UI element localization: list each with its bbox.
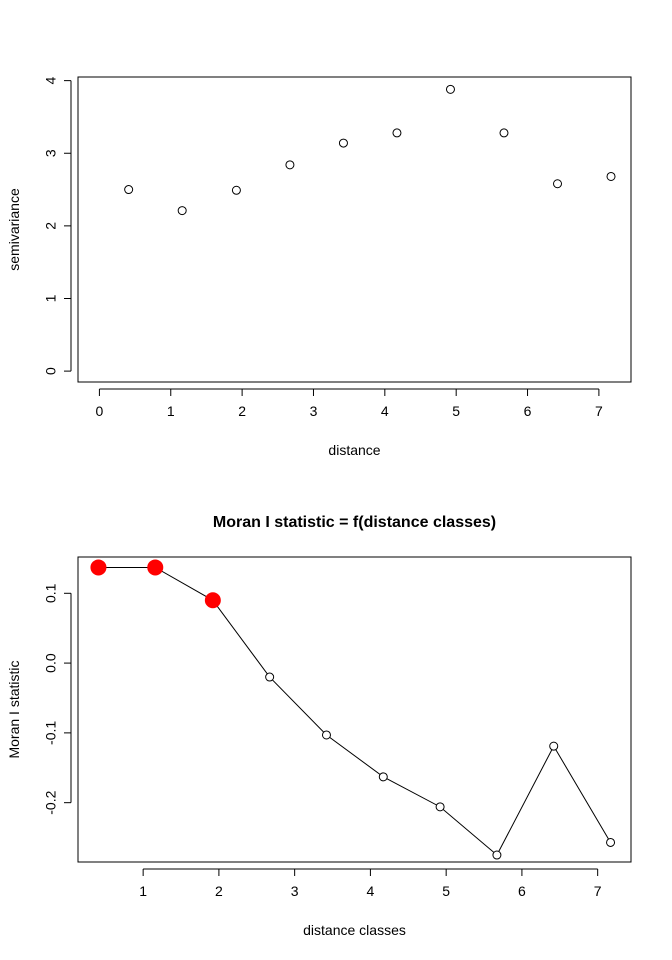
- data-point: [392, 128, 402, 138]
- plot-frame: [77, 556, 632, 863]
- x-tick-label: 6: [524, 403, 532, 419]
- data-points: [124, 84, 616, 216]
- data-point: [499, 128, 509, 138]
- x-tick-label: 1: [139, 883, 147, 899]
- y-tick-label: 2: [43, 222, 59, 230]
- data-point: [338, 138, 348, 148]
- chart-title: Moran I statistic = f(distance classes): [213, 514, 496, 531]
- x-tick-label: 3: [310, 403, 318, 419]
- data-point: [553, 179, 563, 189]
- significant-point: [147, 559, 164, 576]
- series-line: [98, 566, 611, 856]
- data-point: [231, 185, 241, 195]
- x-tick-label: 5: [442, 883, 450, 899]
- data-point: [285, 160, 295, 170]
- y-axis-label: semivariance: [6, 188, 22, 271]
- moran-series-line: [98, 566, 611, 856]
- y-tick-label: 0: [43, 367, 59, 375]
- y-tick-label: 1: [43, 294, 59, 302]
- x-tick-label: 4: [367, 883, 375, 899]
- x-tick-label: 1: [167, 403, 175, 419]
- x-tick-label: 5: [452, 403, 460, 419]
- x-tick-label: 6: [518, 883, 526, 899]
- data-points: [90, 559, 616, 860]
- y-tick-label: 3: [43, 149, 59, 157]
- data-point: [177, 206, 187, 216]
- y-tick-label: 4: [43, 77, 59, 85]
- data-point: [492, 850, 502, 860]
- plot-frame: [77, 76, 632, 383]
- data-point: [445, 84, 455, 94]
- x-axis: 1 2 3 4 5 6 7: [139, 868, 602, 899]
- x-axis: 0 1 2 3 4 5 6 7: [96, 388, 603, 419]
- y-tick-label: 0.0: [43, 653, 59, 673]
- x-tick-label: 7: [595, 403, 603, 419]
- data-point: [124, 185, 134, 195]
- data-point: [378, 772, 388, 782]
- x-tick-label: 0: [96, 403, 104, 419]
- significant-point: [90, 559, 107, 576]
- x-tick-label: 2: [238, 403, 246, 419]
- data-point: [549, 741, 559, 751]
- x-axis-label: distance classes: [303, 922, 406, 938]
- significant-point: [204, 592, 221, 609]
- data-point: [265, 672, 275, 682]
- moran-correlogram-panel: Moran I statistic = f(distance classes) …: [6, 514, 632, 938]
- x-tick-label: 3: [291, 883, 299, 899]
- y-axis-label: Moran I statistic: [6, 660, 22, 758]
- semivariogram-panel: 0 1 2 3 4 5 6 7 0 1 2 3 4 distance semivariance: [6, 76, 632, 458]
- data-point: [321, 730, 331, 740]
- x-tick-label: 7: [594, 883, 602, 899]
- y-tick-label: -0.1: [43, 721, 59, 745]
- data-point: [606, 171, 616, 181]
- y-axis: -0.2 -0.1 0.0 0.1: [43, 583, 72, 815]
- y-tick-label: 0.1: [43, 583, 59, 603]
- x-axis-label: distance: [328, 442, 380, 458]
- data-point: [435, 802, 445, 812]
- data-point: [606, 837, 616, 847]
- y-tick-label: -0.2: [43, 790, 59, 814]
- x-tick-label: 4: [381, 403, 389, 419]
- x-tick-label: 2: [215, 883, 223, 899]
- y-axis: 0 1 2 3 4: [43, 77, 72, 375]
